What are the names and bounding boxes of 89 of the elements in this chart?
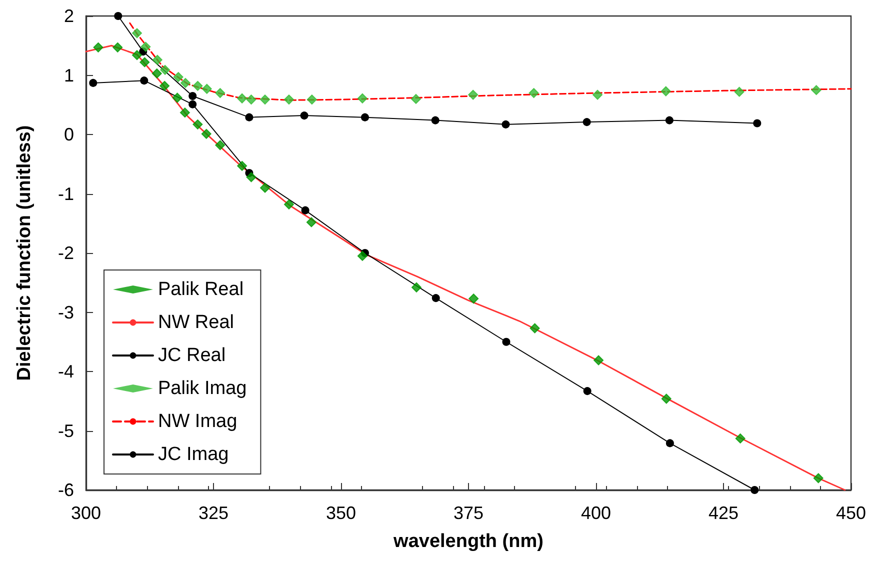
point bbox=[192, 119, 203, 130]
point bbox=[583, 387, 592, 396]
point bbox=[582, 118, 591, 126]
y-tick-label: -5 bbox=[58, 420, 74, 441]
y-tick-label: -3 bbox=[58, 302, 74, 322]
point bbox=[140, 57, 150, 68]
point bbox=[237, 93, 248, 104]
x-tick-label: 450 bbox=[836, 503, 866, 523]
y-tick-label: -6 bbox=[58, 480, 74, 500]
legend-label: NW Real bbox=[158, 312, 234, 333]
point bbox=[140, 76, 148, 85]
point bbox=[468, 90, 478, 100]
y-tick-label: 2 bbox=[64, 6, 74, 26]
point bbox=[237, 160, 248, 171]
legend-label: JC Imag bbox=[158, 444, 229, 465]
point bbox=[284, 199, 294, 210]
point bbox=[246, 94, 256, 105]
point bbox=[753, 119, 762, 128]
point bbox=[180, 108, 190, 118]
point bbox=[260, 94, 270, 105]
point bbox=[813, 473, 824, 484]
point bbox=[594, 355, 604, 366]
x-tick-label: 400 bbox=[580, 503, 612, 523]
point bbox=[245, 113, 254, 122]
point bbox=[112, 42, 123, 52]
point bbox=[93, 42, 104, 52]
point bbox=[180, 78, 190, 88]
point bbox=[735, 433, 746, 444]
point bbox=[160, 80, 170, 91]
x-tick-label: 300 bbox=[70, 503, 102, 523]
point bbox=[284, 94, 294, 105]
point bbox=[301, 206, 310, 214]
y-axis-title: Dielectric function (unitless) bbox=[14, 125, 35, 381]
point bbox=[215, 88, 226, 98]
point bbox=[411, 282, 422, 292]
x-tick-label: 350 bbox=[326, 503, 356, 523]
point bbox=[734, 86, 744, 97]
point bbox=[410, 94, 421, 104]
legend-label: NW Imag bbox=[158, 411, 238, 432]
point bbox=[530, 323, 540, 334]
point bbox=[89, 78, 98, 87]
point bbox=[246, 172, 256, 182]
point bbox=[152, 68, 162, 78]
point bbox=[661, 394, 672, 404]
point bbox=[502, 120, 510, 128]
point bbox=[592, 90, 603, 100]
point bbox=[300, 112, 308, 120]
point bbox=[306, 94, 317, 105]
legend-label: Palik Real bbox=[158, 279, 244, 300]
point bbox=[502, 338, 510, 346]
point bbox=[188, 100, 197, 108]
point bbox=[660, 86, 671, 96]
point bbox=[192, 80, 203, 91]
point bbox=[132, 28, 142, 38]
legend-label: JC Real bbox=[158, 345, 226, 366]
point bbox=[152, 54, 162, 65]
point bbox=[432, 294, 440, 302]
point bbox=[260, 182, 270, 193]
point bbox=[666, 439, 674, 448]
point bbox=[172, 92, 182, 103]
point bbox=[528, 88, 539, 98]
point bbox=[811, 85, 822, 96]
x-tick-label: 375 bbox=[453, 503, 484, 523]
point bbox=[468, 294, 479, 304]
point bbox=[160, 64, 170, 75]
y-tick-label: 1 bbox=[64, 65, 74, 86]
point bbox=[215, 140, 226, 150]
legend-label: Palik Imag bbox=[158, 378, 247, 399]
point bbox=[665, 116, 674, 124]
point bbox=[750, 486, 759, 494]
point bbox=[140, 42, 151, 52]
point bbox=[114, 12, 122, 20]
point bbox=[201, 128, 212, 139]
point bbox=[431, 116, 440, 124]
point bbox=[306, 217, 316, 228]
point bbox=[188, 92, 197, 100]
y-tick-label: -2 bbox=[58, 243, 74, 263]
x-axis-title: wavelength (nm) bbox=[392, 531, 544, 552]
y-tick-label: 0 bbox=[64, 124, 74, 144]
x-tick-label: 425 bbox=[708, 503, 739, 523]
point bbox=[132, 50, 142, 60]
point bbox=[360, 113, 369, 122]
y-tick-label: -4 bbox=[58, 362, 74, 382]
x-tick-label: 325 bbox=[198, 503, 229, 523]
point bbox=[357, 250, 368, 261]
point bbox=[357, 93, 368, 104]
y-tick-label: -1 bbox=[58, 184, 74, 204]
point bbox=[202, 84, 212, 94]
point bbox=[173, 72, 184, 82]
